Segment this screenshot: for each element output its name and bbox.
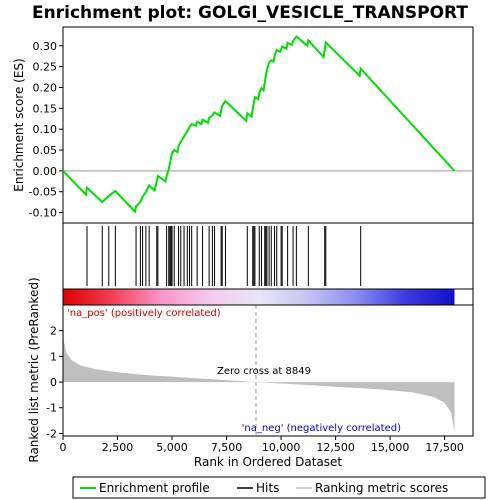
x-tick-label: 12,500 [316,441,355,454]
es-panel-frame [62,26,474,224]
x-axis-label: Rank in Ordered Dataset [194,455,342,469]
es-y-axis-label: Enrichment score (ES) [12,58,26,191]
es-y-tick-label: 0.20 [33,81,58,94]
es-y-tick-label: 0.05 [33,144,58,157]
x-tick-label: 10,000 [262,441,301,454]
x-tick-label: 5,000 [156,441,188,454]
metric-y-tick-label: 1 [50,350,57,363]
metric-panel-border [62,304,474,437]
metric-y-tick-label: -1 [46,402,57,415]
metric-y-axis-label: Ranked list metric (PreRanked) [27,277,41,462]
es-y-axis: -0.10 -0.05 0.00 0.05 0.10 0.15 0.20 0.25 0.30 [29,40,63,220]
x-tick-label: 15,000 [371,441,410,454]
es-y-tick-label: -0.10 [29,207,57,220]
x-tick-label: 17,500 [425,441,464,454]
hits-panel-frame [62,222,474,290]
es-y-tick-label: -0.05 [29,186,57,199]
hits-marks [86,226,362,286]
x-tick-label: 2,500 [102,441,134,454]
legend-enrichment-label: Enrichment profile [99,481,210,495]
es-y-tick-label: 0.30 [33,40,58,53]
x-axis: 0 2,500 5,000 7,500 10,000 12,500 15,000 17,500 [60,436,464,454]
rank-colorbar [62,288,474,306]
es-y-tick-label: 0.10 [33,123,58,136]
es-y-tick-label: 0.25 [33,61,58,74]
legend-metric-label: Ranking metric scores [315,481,448,495]
x-tick-label: 7,500 [211,441,243,454]
legend-box [72,476,486,499]
metric-y-axis: -2 -1 0 1 2 [46,325,63,440]
metric-y-tick-label: 0 [50,376,57,389]
chart-title: Enrichment plot: GOLGI_VESICLE_TRANSPORT [32,3,468,23]
enrichment-profile-line [62,35,456,214]
es-y-tick-label: 0.15 [33,102,58,115]
metric-panel-frame [62,304,474,437]
pos-correlated-label: 'na_pos' (positively correlated) [67,308,221,319]
metric-y-tick-label: -2 [46,427,57,440]
es-y-tick-label: 0.00 [33,165,58,178]
legend-hits-label: Hits [256,481,279,495]
neg-correlated-label: 'na_neg' (negatively correlated) [242,423,401,434]
metric-y-tick-label: 2 [50,325,57,338]
x-tick-label: 0 [60,441,67,454]
zero-cross-label: Zero cross at 8849 [217,366,311,377]
